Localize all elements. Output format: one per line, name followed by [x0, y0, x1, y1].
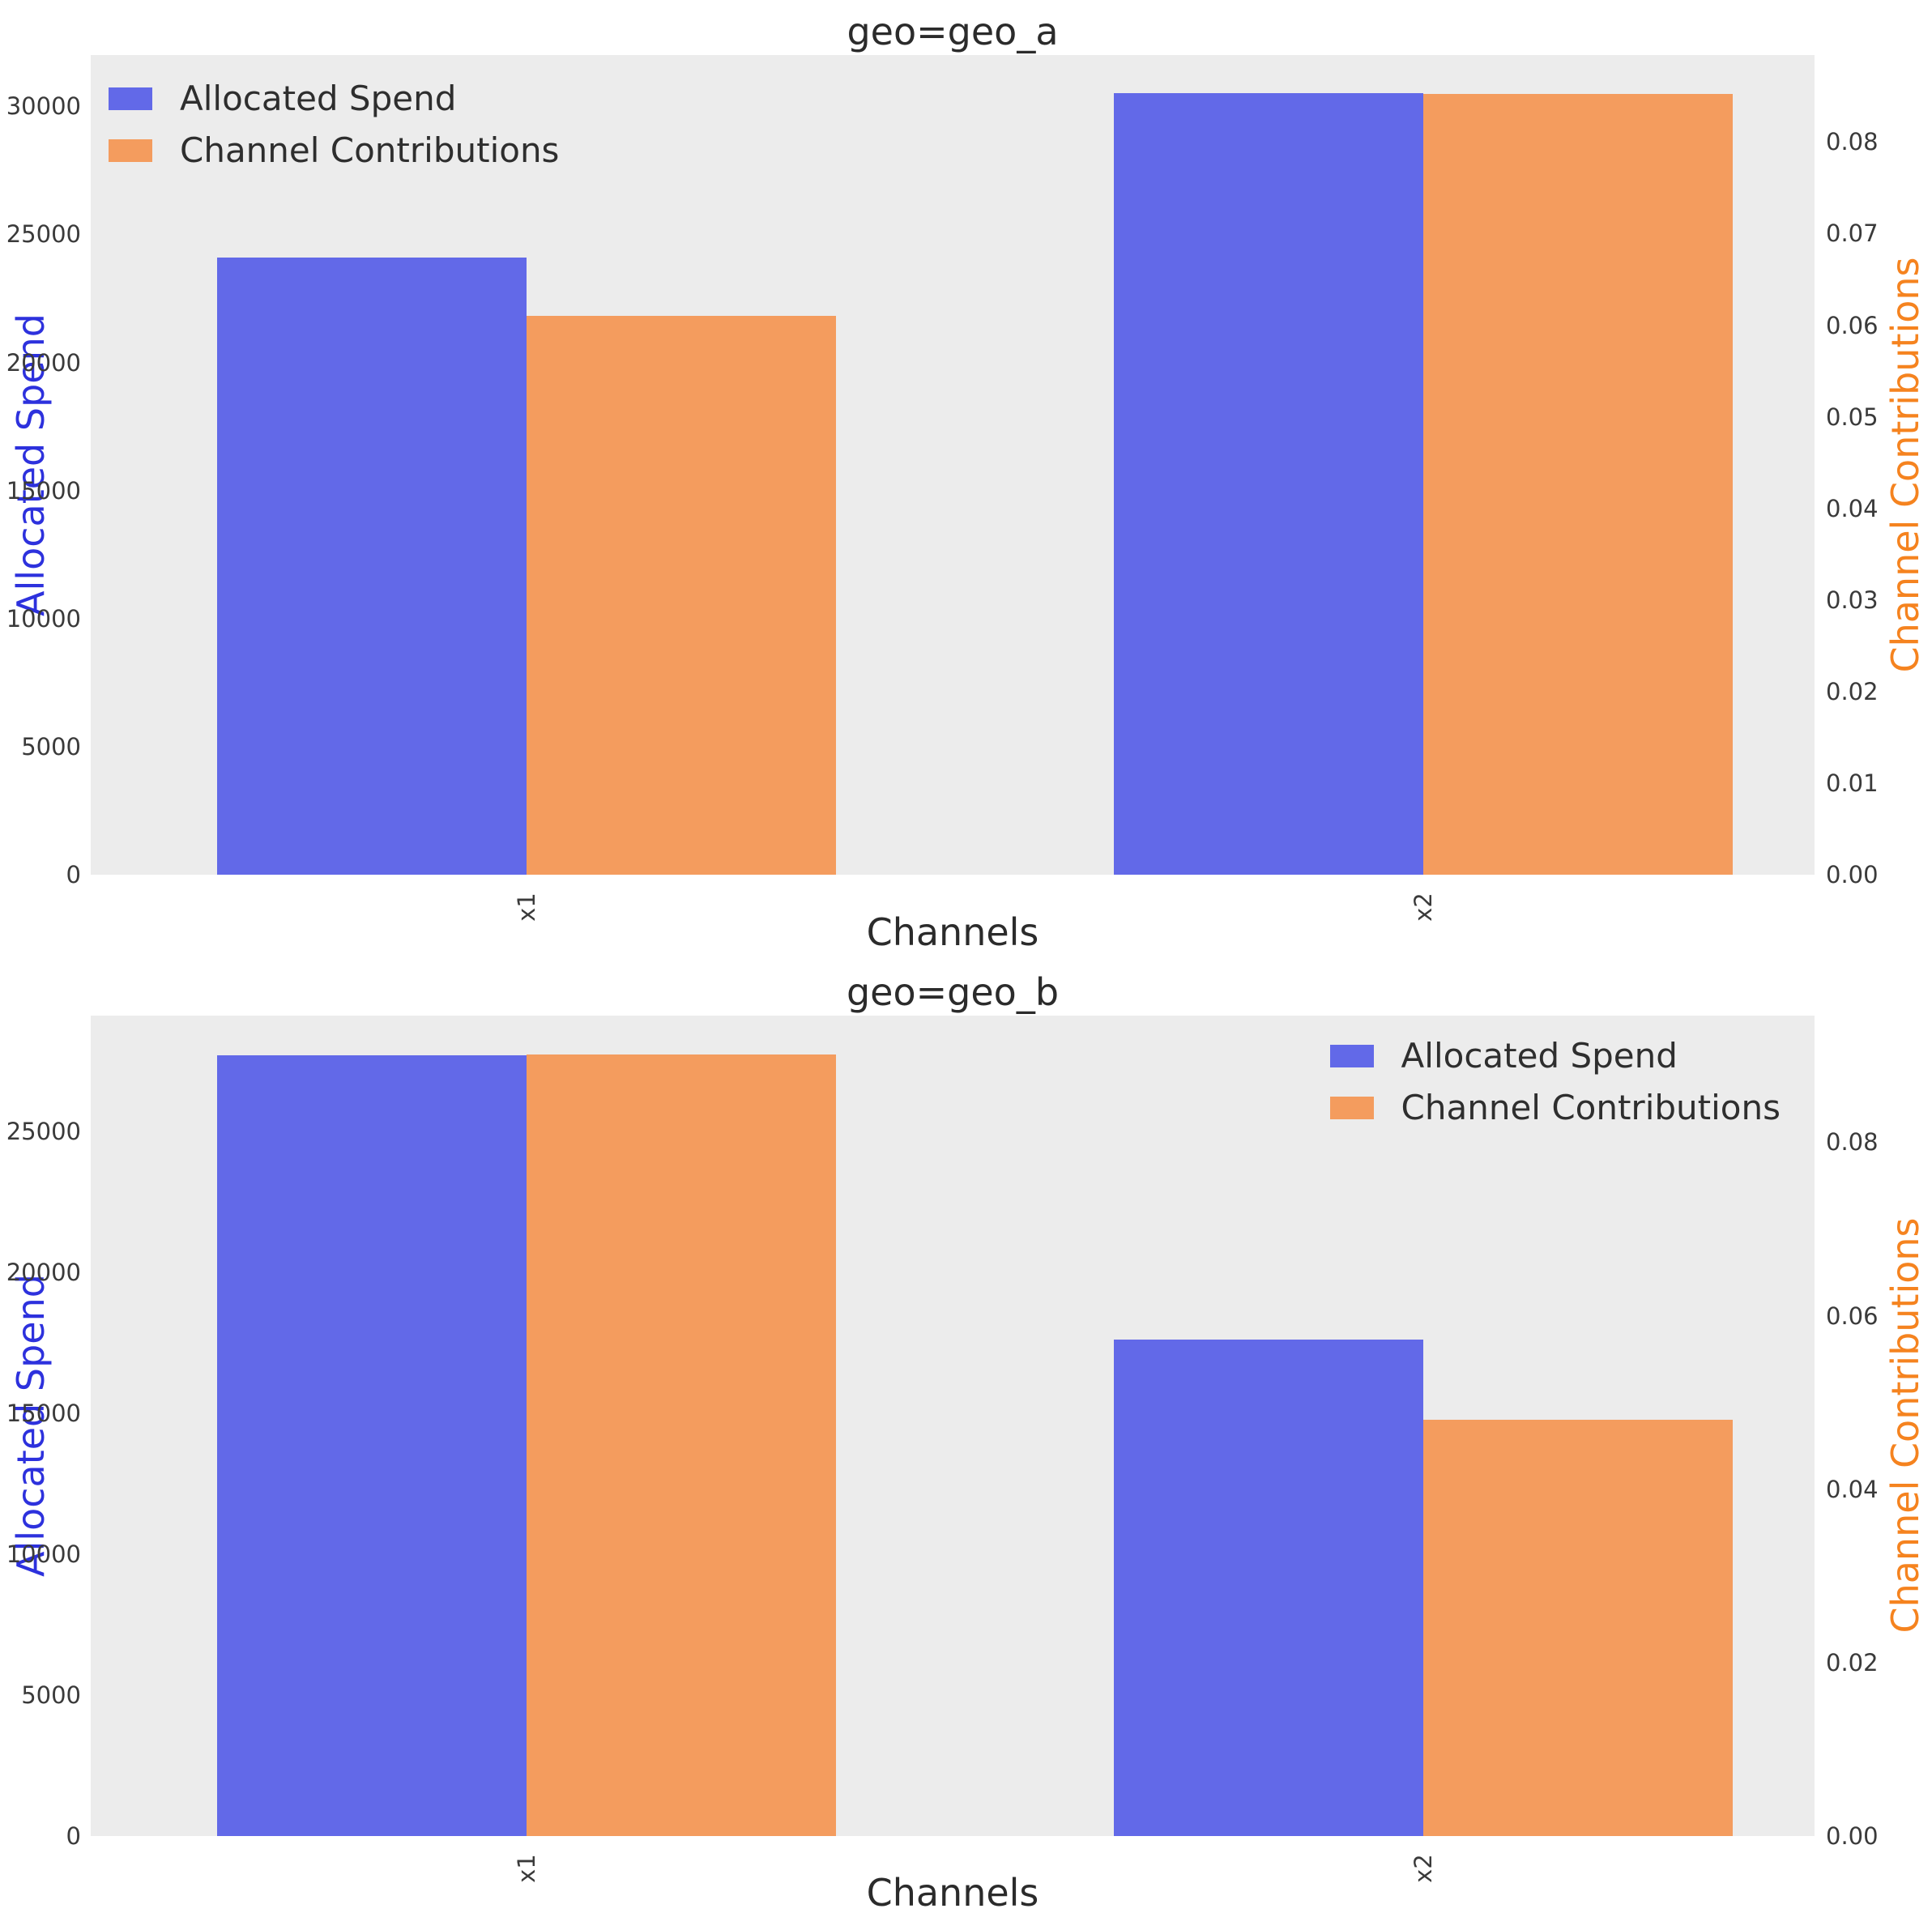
subplot-b-legend: Allocated Spend Channel Contributions	[1329, 1036, 1781, 1128]
channel-contributions-bar-x2	[1422, 93, 1733, 875]
allocated-spend-bar-x1	[217, 257, 527, 875]
left-ytick-label: 20000	[6, 1258, 81, 1286]
channel-contributions-bar-x1	[527, 1054, 837, 1836]
subplot-b-title: geo=geo_b	[846, 970, 1060, 1014]
right-ytick-label: 0.05	[1826, 403, 1879, 431]
right-ytick-label: 0.06	[1826, 311, 1879, 339]
channel-contributions-swatch	[109, 139, 152, 163]
legend-row: Allocated Spend	[109, 79, 559, 118]
allocated-spend-swatch	[1329, 1045, 1374, 1068]
right-ytick-label: 0.08	[1826, 128, 1879, 156]
left-ytick-label: 15000	[6, 476, 81, 505]
legend-row: Channel Contributions	[109, 130, 560, 171]
subplot-b-right-axis-label: Channel Contributions	[1883, 1217, 1927, 1634]
xtick-label-x2: x2	[1409, 1854, 1437, 1883]
right-ytick-label: 0.07	[1826, 219, 1879, 248]
legend-row: Allocated Spend	[1329, 1036, 1781, 1076]
xtick-label-x2: x2	[1409, 893, 1437, 922]
legend-row: Channel Contributions	[1329, 1088, 1781, 1128]
subplot-a-title: geo=geo_a	[847, 10, 1059, 53]
allocated-spend-legend-label: Allocated Spend	[1401, 1036, 1678, 1076]
allocated-spend-bar-x1	[217, 1054, 527, 1836]
channel-contributions-legend-label: Channel Contributions	[1401, 1088, 1781, 1128]
left-ytick-label: 25000	[6, 220, 81, 249]
left-ytick-label: 0	[66, 861, 81, 888]
subplot-a-xlabel: Channels	[866, 910, 1039, 954]
xtick-label-x1: x1	[513, 893, 541, 922]
left-ytick-label: 5000	[21, 1681, 81, 1709]
left-ytick-label: 30000	[6, 92, 81, 121]
subplot-a-plot-area: Allocated Spend Channel Contributions	[91, 55, 1815, 875]
right-ytick-label: 0.04	[1826, 494, 1879, 522]
left-ytick-label: 5000	[21, 732, 81, 760]
right-ytick-label: 0.00	[1826, 1822, 1879, 1850]
subplot-b-plot-area: Allocated Spend Channel Contributions	[91, 1016, 1815, 1836]
right-ytick-label: 0.01	[1826, 769, 1879, 797]
allocated-spend-legend-label: Allocated Spend	[180, 79, 457, 118]
right-ytick-label: 0.06	[1826, 1302, 1879, 1330]
channel-contributions-swatch	[1329, 1097, 1374, 1120]
left-ytick-label: 25000	[6, 1117, 81, 1145]
left-ytick-label: 10000	[6, 604, 81, 633]
allocated-spend-bar-x2	[1113, 1340, 1423, 1836]
channel-contributions-bar-x1	[527, 316, 837, 875]
xtick-label-x1: x1	[513, 1854, 541, 1883]
right-ytick-label: 0.02	[1826, 1648, 1879, 1677]
right-ytick-label: 0.04	[1826, 1475, 1879, 1503]
allocated-spend-bar-x2	[1113, 93, 1423, 875]
allocated-spend-swatch	[109, 87, 152, 111]
subplot-a-right-axis-label: Channel Contributions	[1883, 257, 1927, 673]
subplot-a-legend: Allocated Spend Channel Contributions	[109, 79, 559, 171]
left-ytick-label: 10000	[6, 1540, 81, 1568]
left-ytick-label: 0	[66, 1822, 81, 1850]
left-ytick-label: 15000	[6, 1399, 81, 1427]
right-ytick-label: 0.08	[1826, 1128, 1879, 1157]
channel-contributions-bar-x2	[1422, 1420, 1733, 1836]
subplot-b-xlabel: Channels	[866, 1871, 1039, 1915]
right-ytick-label: 0.00	[1826, 861, 1879, 888]
right-ytick-label: 0.03	[1826, 586, 1879, 614]
left-ytick-label: 20000	[6, 348, 81, 377]
channel-contributions-legend-label: Channel Contributions	[180, 130, 560, 171]
right-ytick-label: 0.02	[1826, 677, 1879, 705]
